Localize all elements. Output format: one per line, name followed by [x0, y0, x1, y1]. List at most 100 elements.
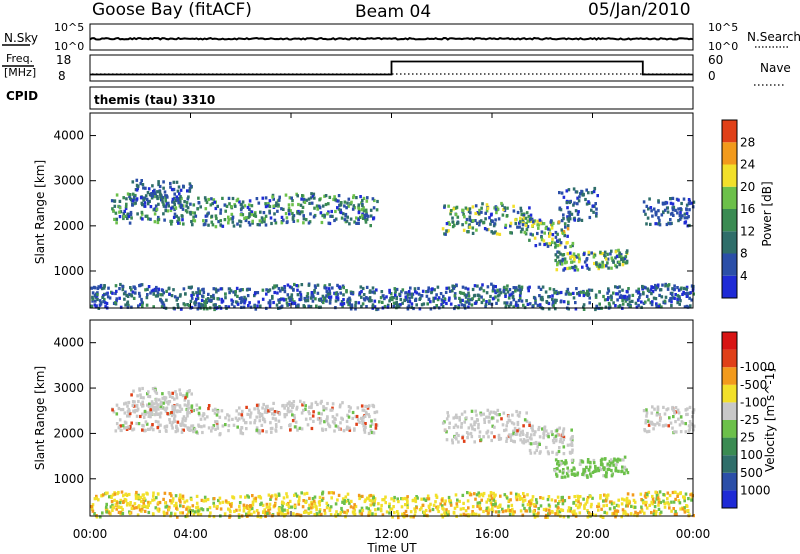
echo-cell: [526, 431, 529, 436]
echo-cell: [213, 411, 217, 415]
echo-cell: [365, 404, 369, 409]
echo-cell: [111, 505, 115, 509]
echo-cell: [497, 433, 501, 437]
colorbar-tick-label: 4: [740, 269, 748, 283]
echo-cell: [287, 504, 291, 508]
echo-cell: [115, 221, 118, 225]
echo-cell: [321, 204, 325, 208]
echo-cell: [156, 426, 160, 430]
echo-cell: [550, 223, 554, 227]
echo-cell: [165, 424, 169, 428]
echo-cell: [614, 466, 618, 470]
echo-cell: [178, 405, 182, 409]
echo-cell: [115, 299, 118, 303]
echo-cell: [650, 511, 653, 515]
echo-cell: [669, 212, 673, 216]
echo-cell: [323, 213, 326, 217]
echo-cell: [349, 505, 353, 509]
echo-cell: [150, 289, 154, 293]
echo-cell: [163, 491, 167, 495]
echo-cell: [453, 223, 456, 227]
echo-cell: [230, 502, 233, 506]
echo-cell: [405, 497, 409, 501]
echo-cell: [629, 512, 633, 516]
echo-cell: [335, 413, 339, 417]
echo-cell: [380, 290, 384, 294]
echo-cell: [648, 503, 651, 507]
time-axis-label: Time UT: [366, 541, 417, 554]
echo-cell: [578, 195, 581, 199]
echo-cell: [551, 237, 554, 241]
echo-cell: [420, 506, 423, 510]
echo-cell: [603, 457, 607, 461]
echo-cell: [125, 197, 128, 201]
echo-cell: [606, 493, 610, 497]
echo-cell: [233, 305, 236, 309]
echo-cell: [204, 198, 208, 202]
echo-cell: [253, 304, 256, 308]
echo-cell: [320, 220, 324, 225]
colorbar-swatch: [722, 231, 737, 254]
echo-cell: [559, 438, 562, 442]
echo-cell: [149, 205, 153, 209]
echo-cell: [292, 512, 295, 516]
echo-cell: [334, 502, 338, 506]
echo-cell: [595, 304, 598, 308]
echo-cell: [235, 409, 238, 413]
echo-cell: [352, 506, 355, 510]
echo-cell: [195, 494, 199, 498]
echo-cell: [372, 206, 376, 210]
echo-cell: [351, 290, 355, 295]
echo-cell: [140, 499, 143, 503]
echo-cell: [143, 429, 146, 433]
echo-cell: [323, 420, 326, 424]
echo-cell: [202, 219, 205, 223]
echo-cell: [313, 206, 316, 210]
echo-cell: [529, 499, 532, 503]
echo-cell: [351, 510, 355, 514]
echo-cell: [190, 296, 194, 300]
echo-cell: [117, 426, 121, 430]
echo-cell: [161, 302, 164, 306]
echo-cell: [395, 296, 398, 301]
echo-cell: [188, 182, 192, 186]
echo-cell: [651, 214, 654, 218]
echo-cell: [200, 298, 204, 302]
echo-cell: [583, 260, 587, 264]
echo-cell: [118, 215, 122, 219]
echo-cell: [199, 302, 203, 306]
echo-cell: [339, 421, 342, 425]
echo-cell: [280, 506, 284, 511]
echo-cell: [658, 293, 661, 297]
echo-cell: [201, 414, 205, 418]
echo-cell: [483, 417, 486, 421]
echo-cell: [468, 218, 472, 222]
echo-cell: [348, 296, 351, 300]
echo-cell: [132, 409, 135, 413]
echo-cell: [103, 301, 107, 305]
echo-cell: [486, 498, 490, 502]
echo-cell: [463, 215, 466, 219]
echo-cell: [594, 293, 598, 297]
echo-cell: [647, 429, 651, 433]
echo-cell: [362, 206, 365, 210]
echo-cell: [298, 426, 302, 430]
echo-cell: [334, 198, 337, 202]
echo-cell: [269, 421, 272, 425]
echo-cell: [455, 416, 459, 420]
echo-cell: [264, 223, 268, 227]
echo-cell: [365, 305, 368, 309]
echo-cell: [491, 416, 494, 420]
echo-cell: [582, 497, 585, 501]
echo-cell: [652, 512, 656, 516]
echo-cell: [523, 418, 527, 422]
echo-cell: [374, 423, 378, 427]
echo-cell: [573, 268, 577, 272]
echo-cell: [164, 199, 167, 203]
echo-cell: [505, 214, 509, 218]
echo-cell: [176, 429, 179, 433]
echo-cell: [651, 285, 655, 290]
echo-cell: [666, 501, 669, 505]
echo-cell: [211, 223, 215, 227]
echo-cell: [142, 396, 145, 400]
